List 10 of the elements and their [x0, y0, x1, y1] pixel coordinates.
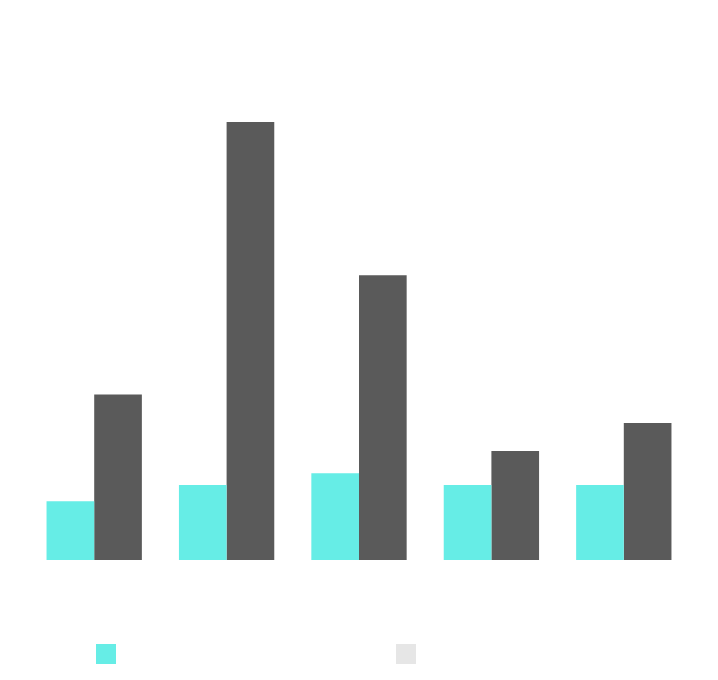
- bar: [623, 422, 672, 560]
- bar: [178, 485, 227, 560]
- bar: [359, 275, 407, 560]
- bar: [226, 122, 275, 560]
- bar: [46, 501, 95, 560]
- bar: [576, 485, 624, 560]
- bar: [311, 473, 359, 560]
- bar: [491, 450, 540, 560]
- bar: [94, 394, 142, 560]
- bar: [443, 485, 492, 560]
